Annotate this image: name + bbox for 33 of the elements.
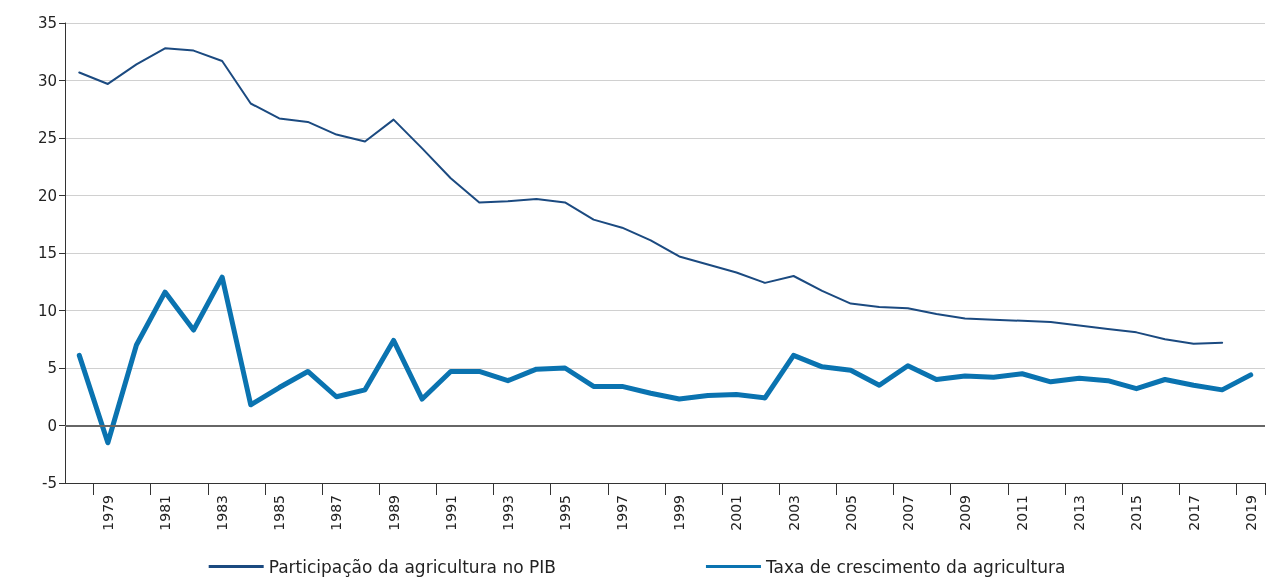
- x-tick-label: 1983: [214, 495, 231, 531]
- x-tick-label: 2011: [1014, 495, 1031, 531]
- y-tick-label: 0: [47, 416, 57, 435]
- y-tick-label: 35: [37, 14, 57, 32]
- line-series: [78, 47, 1224, 345]
- x-tick-label: 1999: [671, 495, 688, 531]
- x-tick-label: 1987: [328, 495, 345, 531]
- y-tick-label: 5: [47, 359, 57, 377]
- y-tick-label: -5: [42, 474, 57, 492]
- x-tick-label: 2013: [1071, 495, 1088, 531]
- x-tick-label: 1993: [499, 495, 516, 531]
- y-tick-label: 30: [37, 71, 57, 90]
- x-tick-label: 2003: [785, 495, 802, 531]
- x-tick-label: 2017: [1185, 495, 1202, 531]
- x-tick-label: 1985: [271, 495, 288, 531]
- legend-label: Taxa de crescimento da agricultura: [764, 556, 1066, 577]
- x-tick-label: 2005: [842, 495, 859, 531]
- x-tick-label: 2007: [899, 495, 916, 531]
- x-tick-label: 1979: [99, 495, 116, 531]
- legend-label: Participação da agricultura no PIB: [268, 556, 556, 577]
- x-tick-label: 1989: [385, 495, 402, 531]
- x-tick-label: 2009: [957, 495, 973, 531]
- x-tick-label: 1981: [157, 495, 173, 531]
- x-tick-label: 2019: [1242, 495, 1259, 531]
- x-tick-label: 1995: [557, 495, 573, 531]
- y-tick-label: 25: [37, 129, 57, 147]
- y-tick-label: 20: [37, 186, 57, 205]
- y-tick-label: 10: [37, 301, 57, 320]
- x-tick-label: 1991: [442, 495, 459, 531]
- x-tick-label: 2015: [1128, 495, 1145, 531]
- x-tick-label: 1997: [614, 495, 631, 531]
- y-tick-label: 15: [37, 244, 57, 262]
- x-tick-label: 2001: [728, 495, 745, 531]
